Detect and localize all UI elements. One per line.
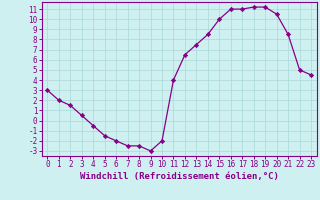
X-axis label: Windchill (Refroidissement éolien,°C): Windchill (Refroidissement éolien,°C): [80, 172, 279, 181]
